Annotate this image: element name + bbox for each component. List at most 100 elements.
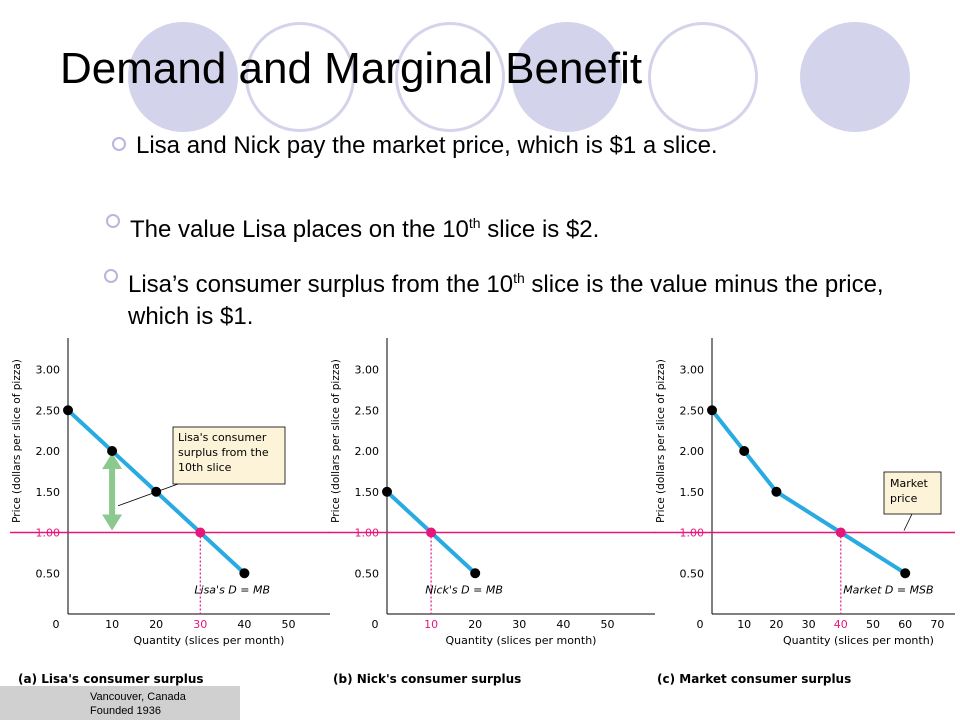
price-tick-label: 1.00 — [680, 527, 705, 540]
bullet-mark — [104, 269, 118, 283]
decor-ring — [245, 22, 355, 132]
y-tick-label: 2.50 — [36, 404, 61, 417]
callout-text: price — [890, 492, 918, 505]
decor-ring — [395, 22, 505, 132]
demand-label: Nick's D = MB — [425, 583, 503, 596]
y-tick-label: 1.50 — [36, 486, 61, 499]
demand-point — [382, 486, 392, 497]
x-tick-label: 40 — [556, 618, 570, 631]
chart-caption: (a) Lisa's consumer surplus — [18, 672, 204, 686]
bullet-sup: th — [513, 270, 525, 286]
x-tick-label: 50 — [601, 618, 615, 631]
callout-text: Market — [890, 477, 928, 490]
x-tick-label: 0 — [372, 618, 379, 631]
x-tick-label: 30 — [802, 618, 816, 631]
y-axis-label: Price (dollars per slice of pizza) — [330, 359, 342, 523]
decor-circle — [512, 22, 622, 132]
chart-caption: (c) Market consumer surplus — [657, 672, 851, 686]
callout-leader — [117, 483, 179, 507]
callout-leader — [903, 513, 913, 531]
chart-panel-3: Price (dollars per slice of pizza) 0.50 1.… — [654, 338, 955, 686]
chart-panel-2: Price (dollars per slice of pizza) 0.50 1.… — [329, 338, 655, 686]
x-axis-label: Quantity (slices per month) — [446, 634, 597, 647]
callout-text: 10th slice — [178, 461, 232, 474]
y-tick-label: 1.50 — [355, 486, 380, 499]
demand-point — [239, 568, 250, 579]
chart-panel-1: Price (dollars per slice of pizza) 0.50 1.… — [10, 338, 330, 686]
x-tick-label: 50 — [282, 618, 296, 631]
y-tick-label: 2.00 — [355, 445, 380, 458]
y-tick-label: 2.00 — [680, 445, 705, 458]
decor-circle — [800, 22, 910, 132]
callout-text: Lisa's consumer — [178, 431, 267, 444]
quantity-tick-label: 10 — [424, 618, 438, 631]
price-tick-label: 1.00 — [355, 527, 380, 540]
y-tick-label: 3.00 — [355, 364, 380, 377]
x-tick-label: 10 — [737, 618, 751, 631]
y-tick-label: 3.00 — [680, 364, 705, 377]
x-tick-label: 0 — [53, 618, 60, 631]
callout-box — [883, 471, 942, 515]
y-tick-label: 2.50 — [355, 404, 380, 417]
bullet-3: Lisa’s consumer surplus from the 10th sl… — [104, 262, 918, 333]
y-tick-label: 0.50 — [355, 567, 380, 580]
footer-line-1: Vancouver, Canada — [90, 691, 186, 703]
equilibrium-point — [835, 527, 846, 538]
demand-label: Market D = MSB — [843, 583, 933, 596]
demand-label: Lisa's D = MB — [194, 583, 270, 596]
callout-text: surplus from the — [178, 446, 269, 459]
y-tick-label: 2.00 — [36, 445, 61, 458]
callout-box — [172, 426, 286, 485]
equilibrium-point — [426, 527, 437, 538]
x-axis-label: Quantity (slices per month) — [134, 634, 285, 647]
demand-curve — [710, 409, 907, 575]
x-tick-label: 60 — [898, 618, 912, 631]
x-tick-label: 20 — [149, 618, 163, 631]
bullet-text: slice is the value minus the price, whic… — [128, 271, 884, 330]
x-tick-label: 20 — [468, 618, 482, 631]
quantity-tick-label: 40 — [834, 618, 848, 631]
footer-logo: Vancouver, Canada Founded 1936 — [0, 686, 240, 720]
bullet-text: slice is $2. — [480, 216, 600, 243]
x-axis-label: Quantity (slices per month) — [783, 634, 934, 647]
demand-point — [63, 405, 73, 416]
decor-ring — [648, 22, 758, 132]
demand-point — [739, 446, 750, 456]
y-tick-label: 1.50 — [680, 486, 705, 499]
x-tick-label: 20 — [769, 618, 783, 631]
y-tick-label: 0.50 — [36, 567, 61, 580]
demand-point — [900, 568, 911, 579]
bullet-sup: th — [468, 215, 481, 231]
x-tick-label: 0 — [697, 618, 704, 631]
demand-point — [771, 486, 782, 497]
y-tick-label: 3.00 — [36, 364, 61, 377]
bullet-2: The value Lisa places on the 10th slice … — [106, 207, 890, 246]
y-tick-label: 2.50 — [680, 404, 705, 417]
chart-caption: (b) Nick's consumer surplus — [333, 672, 521, 686]
y-tick-label: 0.50 — [680, 567, 705, 580]
x-tick-label: 70 — [930, 618, 944, 631]
bullet-mark — [106, 214, 120, 228]
bullet-text: Lisa’s consumer surplus from the 10 — [128, 271, 514, 298]
x-tick-label: 50 — [866, 618, 880, 631]
slide-title: Demand and Marginal Benefit — [60, 44, 643, 93]
x-tick-label: 40 — [237, 618, 251, 631]
bullet-1: Lisa and Nick pay the market price, whic… — [112, 130, 856, 162]
x-tick-label: 10 — [105, 618, 119, 631]
demand-point — [107, 446, 118, 456]
quantity-tick-label: 30 — [193, 618, 207, 631]
bullet-mark — [112, 137, 126, 151]
consumer-surplus-arrow — [102, 453, 123, 531]
x-tick-label: 30 — [512, 618, 526, 631]
footer-line-2: Founded 1936 — [90, 705, 161, 717]
demand-point — [707, 405, 717, 416]
y-axis-label: Price (dollars per slice of pizza) — [655, 359, 667, 523]
price-tick-label: 1.00 — [36, 527, 61, 540]
y-axis-label: Price (dollars per slice of pizza) — [11, 359, 23, 523]
bullet-text: Lisa and Nick pay the market price, whic… — [136, 132, 718, 159]
demand-point — [470, 568, 481, 579]
equilibrium-point — [195, 527, 206, 538]
bullet-text: The value Lisa places on the 10 — [130, 216, 469, 243]
decor-circle — [128, 22, 238, 132]
